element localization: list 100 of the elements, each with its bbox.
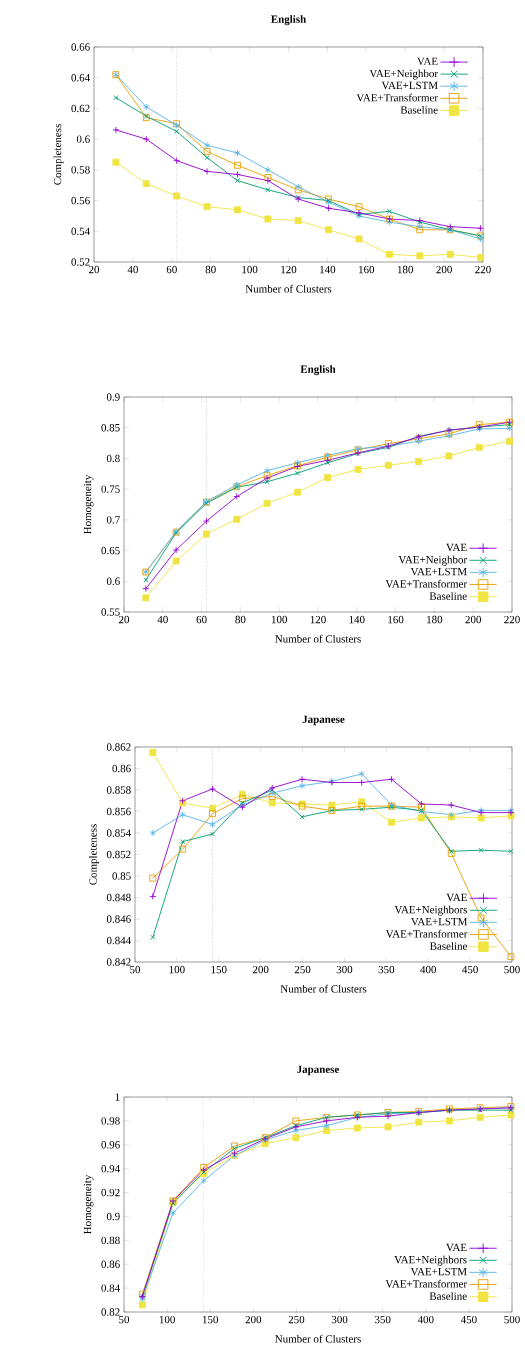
y-tick-label: 0.94 (101, 1164, 120, 1173)
legend-label: Baseline (429, 592, 467, 600)
x-tick-label: 140 (349, 615, 365, 624)
y-tick-label: 0.84 (101, 1284, 120, 1292)
y-tick-label: 0.92 (101, 1188, 120, 1197)
y-tick-label: 0.54 (71, 227, 90, 236)
x-tick-label: 40 (157, 615, 168, 624)
x-tick-label: 50 (130, 965, 141, 974)
y-tick-label: 0.62 (71, 104, 90, 113)
x-tick-label: 250 (288, 1315, 305, 1324)
y-tick-label: 0.55 (101, 608, 120, 616)
x-tick-label: 200 (252, 965, 269, 974)
x-tick-label: 180 (427, 615, 443, 624)
x-tick-label: 100 (271, 615, 287, 624)
legend-label: VAE (446, 543, 467, 552)
y-tick-label: 0.7 (106, 516, 120, 524)
legend-label: VAE+Transformer (356, 93, 438, 102)
x-tick-label: 20 (119, 615, 130, 624)
x-tick-label: 300 (336, 965, 353, 974)
y-tick-label: 0.88 (101, 1236, 120, 1245)
y-tick-label: 0.852 (106, 850, 131, 859)
y-tick-label: 0.85 (112, 872, 131, 880)
legend-label: VAE+LSTM (410, 1267, 467, 1276)
legend-label: Baseline (429, 942, 468, 950)
y-axis-title: Homogeneity (83, 1174, 94, 1235)
x-tick-label: 140 (320, 265, 336, 274)
y-tick-label: 0.98 (101, 1117, 120, 1125)
x-tick-label: 450 (462, 965, 478, 974)
chart-title: English (271, 15, 306, 26)
legend-label: VAE (446, 1243, 467, 1252)
x-tick-label: 80 (205, 265, 216, 274)
y-tick-label: 0.96 (101, 1141, 120, 1149)
x-tick-label: 150 (211, 965, 227, 974)
legend-label: VAE+LSTM (381, 81, 438, 90)
y-tick-label: 0.8 (106, 454, 120, 463)
x-tick-label: 60 (166, 265, 177, 274)
x-tick-label: 220 (504, 615, 520, 624)
x-tick-label: 100 (242, 265, 258, 274)
legend-label: VAE+LSTM (410, 567, 467, 576)
y-tick-label: 0.52 (71, 258, 90, 266)
y-tick-label: 0.86 (112, 764, 131, 773)
x-tick-label: 160 (388, 615, 404, 624)
x-axis-title: Number of Clusters (275, 634, 361, 643)
legend-label: VAE (446, 893, 467, 902)
legend-label: VAE+Transformer (385, 579, 467, 588)
x-tick-label: 80 (235, 615, 246, 624)
legend-label: VAE+LSTM (411, 917, 468, 926)
x-tick-label: 250 (294, 965, 311, 974)
y-tick-label: 0.75 (101, 485, 120, 493)
y-tick-label: 0.844 (106, 936, 131, 945)
x-tick-label: 350 (378, 965, 395, 974)
y-tick-label: 0.82 (101, 1308, 120, 1316)
legend-label: VAE+Transformer (385, 929, 468, 938)
x-tick-label: 40 (127, 265, 138, 274)
legend-label: VAE+Neighbor (369, 69, 438, 80)
x-tick-label: 350 (374, 1315, 391, 1324)
x-tick-label: 220 (475, 265, 491, 274)
chart-title: Japanese (297, 1065, 340, 1076)
chart-title: English (300, 365, 336, 376)
y-tick-label: 1 (115, 1093, 120, 1101)
y-tick-label: 0.85 (101, 424, 120, 432)
legend-label: VAE+Transformer (385, 1279, 467, 1288)
x-axis-title: Number of Clusters (280, 984, 367, 993)
legend-label: Baseline (400, 105, 438, 114)
x-tick-label: 300 (331, 1315, 348, 1324)
y-tick-label: 0.6 (76, 135, 90, 143)
y-tick-label: 0.856 (106, 807, 131, 816)
legend-label: Baseline (429, 1292, 467, 1300)
y-tick-label: 0.6 (106, 577, 120, 586)
legend-label: VAE+Neighbors (394, 905, 467, 916)
x-tick-label: 120 (281, 265, 297, 274)
y-tick-label: 0.66 (71, 43, 90, 51)
y-axis-title: Completeness (89, 824, 99, 885)
y-axis-title: Homogeneity (83, 474, 94, 535)
y-tick-label: 0.9 (106, 1212, 120, 1221)
legend-label: VAE+Neighbor (398, 555, 467, 566)
x-tick-label: 100 (169, 965, 185, 974)
x-tick-label: 100 (159, 1315, 175, 1324)
y-tick-label: 0.846 (106, 915, 131, 923)
y-tick-label: 0.86 (101, 1260, 120, 1268)
x-tick-label: 400 (420, 965, 437, 974)
y-tick-label: 0.848 (106, 893, 131, 902)
x-tick-label: 20 (89, 265, 100, 274)
y-tick-label: 0.858 (106, 786, 131, 794)
x-axis-title: Number of Clusters (275, 1334, 361, 1343)
chart-title: Japanese (302, 715, 345, 726)
x-tick-label: 200 (465, 615, 482, 624)
x-tick-label: 500 (504, 1315, 520, 1324)
y-tick-label: 0.56 (71, 196, 90, 205)
y-tick-label: 0.842 (106, 958, 131, 966)
x-tick-label: 150 (202, 1315, 219, 1324)
y-tick-label: 0.9 (106, 393, 120, 401)
legend-label: VAE (417, 57, 438, 66)
y-axis-title: Completeness (53, 124, 64, 185)
x-tick-label: 200 (436, 265, 452, 274)
x-tick-label: 180 (397, 265, 414, 274)
y-tick-label: 0.58 (71, 166, 90, 174)
x-axis-title: Number of Clusters (245, 284, 332, 293)
legend-label: VAE+Neighbors (394, 1255, 467, 1266)
y-tick-label: 0.862 (106, 743, 131, 751)
